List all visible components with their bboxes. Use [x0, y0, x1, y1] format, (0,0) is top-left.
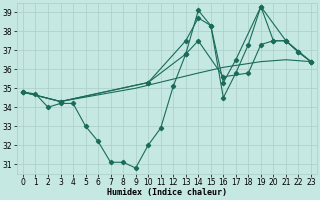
X-axis label: Humidex (Indice chaleur): Humidex (Indice chaleur) — [107, 188, 227, 197]
